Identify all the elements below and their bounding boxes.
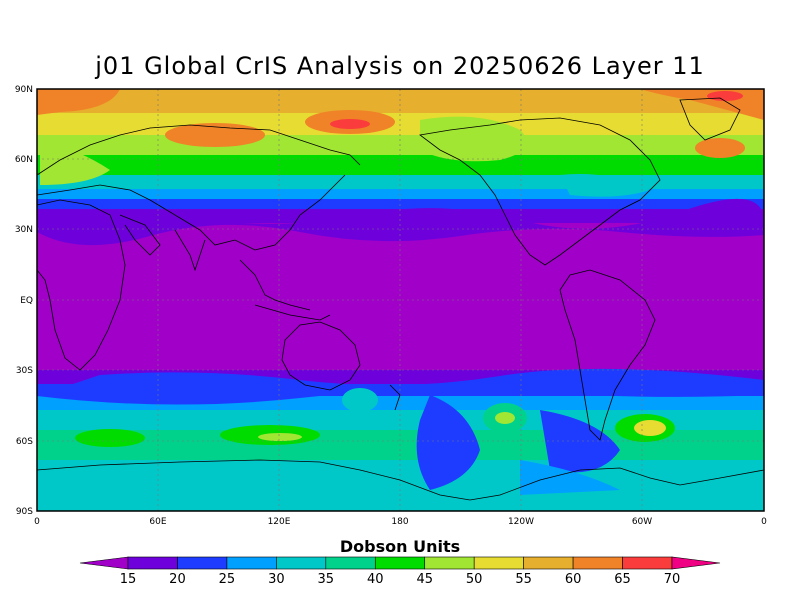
- lon-label-60e: 60E: [149, 517, 166, 527]
- colorbar-swatch: [473, 556, 524, 570]
- lon-label-0-west: 0: [34, 517, 40, 527]
- lat-label-60n: 60N: [15, 155, 33, 165]
- colorbar-level-label: 50: [466, 572, 483, 587]
- graticule: [37, 89, 764, 511]
- lat-label-90s: 90S: [16, 507, 33, 517]
- map-title: j01 Global CrIS Analysis on 20250626 Lay…: [95, 52, 705, 80]
- colorbar-swatch: [374, 556, 426, 570]
- colorbar-level-label: 25: [219, 572, 236, 587]
- colorbar-swatch: [622, 556, 673, 570]
- lon-label-0-east: 0: [761, 517, 767, 527]
- colorbar-swatch: [523, 556, 574, 570]
- colorbar-level-label: 70: [664, 572, 681, 587]
- colorbar-high-arrow: [671, 556, 721, 570]
- colorbar-level-label: 60: [565, 572, 582, 587]
- colorbar-low-arrow: [79, 556, 129, 570]
- colorbar-level-label: 65: [614, 572, 631, 587]
- colorbar-level-label: 15: [120, 572, 137, 587]
- colorbar-swatch: [127, 556, 178, 570]
- lat-label-60s: 60S: [16, 437, 33, 447]
- colorbar-swatch: [424, 556, 475, 570]
- colorbar: 15 20 25 30 35 40 45 50 55 60 65 70: [79, 556, 721, 587]
- lat-label-30n: 30N: [15, 225, 33, 235]
- colorbar-level-label: 30: [268, 572, 285, 587]
- colorbar-swatch: [325, 556, 376, 570]
- lon-label-120w: 120W: [508, 517, 534, 527]
- colorbar-level-label: 40: [367, 572, 384, 587]
- lon-label-180: 180: [391, 517, 408, 527]
- lat-label-90n: 90N: [15, 85, 33, 95]
- colorbar-level-label: 45: [416, 572, 433, 587]
- ozone-field: [37, 89, 764, 511]
- colorbar-level-label: 35: [318, 572, 335, 587]
- colorbar-title: Dobson Units: [339, 537, 461, 556]
- lon-label-60w: 60W: [632, 517, 652, 527]
- colorbar-swatch: [572, 556, 623, 570]
- lon-label-120e: 120E: [268, 517, 291, 527]
- lat-label-eq: EQ: [20, 296, 33, 306]
- colorbar-level-label: 55: [515, 572, 532, 587]
- colorbar-level-label: 20: [169, 572, 186, 587]
- coastlines: [37, 97, 764, 501]
- lat-label-30s: 30S: [16, 366, 33, 376]
- colorbar-swatch: [276, 556, 327, 570]
- map-frame: [36, 88, 765, 512]
- colorbar-swatch: [177, 556, 228, 570]
- colorbar-swatch: [226, 556, 277, 570]
